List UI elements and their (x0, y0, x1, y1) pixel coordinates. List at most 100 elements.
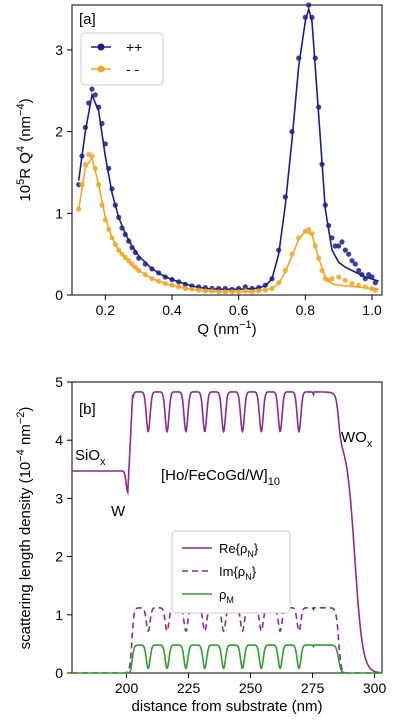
data-point (122, 254, 128, 260)
data-point (349, 258, 355, 264)
data-point (276, 280, 282, 286)
y-tick-label: 0 (55, 287, 63, 303)
data-point (356, 282, 362, 288)
data-point (289, 129, 295, 135)
data-point (142, 261, 148, 267)
data-point (106, 227, 112, 233)
panel-a-label: [a] (79, 11, 96, 28)
data-point (119, 251, 125, 257)
data-point (289, 251, 295, 257)
x-tick-label: 0.6 (229, 302, 249, 318)
panel-a-x-axis-label: Q (nm−1) (197, 319, 256, 338)
legend-box (80, 32, 164, 86)
data-point (336, 243, 342, 249)
data-point (369, 274, 375, 280)
data-point (216, 289, 222, 295)
legend-label-rhom: ρM (219, 587, 234, 605)
data-point (99, 202, 105, 208)
data-point (189, 286, 195, 292)
data-point (76, 206, 82, 212)
data-point (92, 92, 98, 98)
x-tick-label: 0.2 (96, 302, 116, 318)
sld-line (72, 607, 382, 674)
data-point (156, 270, 162, 276)
data-point (346, 251, 352, 257)
data-point (326, 223, 332, 229)
data-point (112, 241, 118, 247)
panel-b: [b] 200 225 250 275 300 0 1 2 3 4 5 distance from… (15, 374, 386, 715)
data-point (162, 281, 168, 287)
annotation-siox: SiOx (75, 447, 106, 468)
panel-a-x-ticks: 0.2 0.4 0.6 0.8 1.0 (96, 295, 382, 318)
data-point (229, 289, 235, 295)
legend-marker-plus (97, 43, 105, 51)
y-tick-label: 5 (55, 374, 63, 390)
data-point (269, 276, 275, 282)
data-point (362, 284, 368, 290)
data-point (136, 255, 142, 261)
data-point (262, 287, 268, 293)
data-point (129, 261, 135, 267)
data-point (312, 55, 318, 61)
panel-b-x-axis-label: distance from substrate (nm) (132, 698, 323, 715)
data-point (176, 284, 182, 290)
y-tick-label: 0 (55, 665, 63, 681)
data-point (242, 284, 248, 290)
data-point (356, 267, 362, 274)
data-point (126, 238, 132, 244)
data-point (222, 289, 228, 295)
data-point (79, 182, 85, 188)
legend-label-plus: ++ (126, 39, 142, 55)
annotation-stack: [Ho/FeCoGd/W]10 (161, 467, 280, 488)
y-tick-label: 3 (55, 42, 63, 58)
data-point (336, 274, 342, 280)
x-tick-label: 0.8 (296, 302, 316, 318)
x-tick-label: 1.0 (362, 302, 382, 318)
data-point (339, 239, 345, 245)
data-point (129, 245, 135, 251)
data-point (372, 280, 378, 286)
data-point (302, 14, 308, 20)
x-tick-label: 300 (363, 680, 387, 696)
data-point (116, 247, 122, 253)
data-point (296, 55, 302, 61)
data-point (196, 287, 202, 293)
data-point (282, 194, 288, 200)
data-point (96, 182, 102, 188)
data-point (89, 86, 95, 92)
y-tick-label: 3 (55, 490, 63, 506)
data-point (106, 165, 112, 171)
data-point (86, 100, 92, 106)
data-point (156, 278, 162, 284)
data-point (262, 282, 268, 288)
data-point (182, 285, 188, 292)
y-tick-label: 4 (55, 432, 63, 448)
data-point (176, 279, 182, 285)
data-point (319, 267, 325, 274)
data-point (309, 14, 315, 20)
panel-a-frame (71, 4, 383, 296)
legend-label-minus: - - (126, 61, 140, 77)
data-point (169, 276, 175, 283)
y-tick-label: 2 (55, 549, 63, 565)
data-point (329, 276, 335, 282)
y-tick-label: 2 (55, 124, 63, 140)
panel-a-data (76, 2, 379, 295)
data-point (149, 276, 155, 282)
panel-b-y-axis-label: scattering length density (10−4 nm−2) (15, 407, 34, 650)
data-point (182, 281, 188, 287)
data-point (242, 288, 248, 294)
data-point (342, 277, 348, 283)
x-tick-label: 275 (301, 680, 325, 696)
data-point (306, 2, 312, 8)
data-point (109, 235, 115, 241)
data-point (119, 225, 125, 231)
data-point (79, 153, 85, 159)
legend-label-re: Re{ρN} (219, 541, 259, 559)
panel-b-legend: Re{ρN} Im{ρN} ρM (171, 530, 291, 614)
sld-line (72, 391, 383, 674)
x-tick-label: 200 (115, 680, 139, 696)
panel-b-frame (71, 381, 383, 674)
data-point (149, 266, 155, 272)
legend-label-im: Im{ρN} (219, 564, 257, 582)
